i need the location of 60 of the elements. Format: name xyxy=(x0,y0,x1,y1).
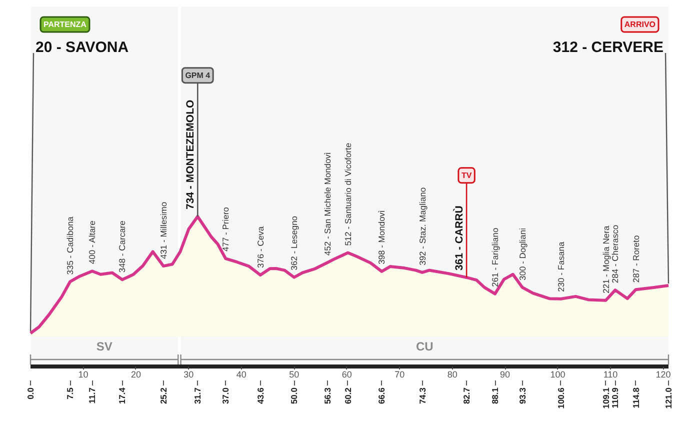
x2-tick-label: 100 xyxy=(550,370,566,380)
data-label: 362 - Lesegno xyxy=(289,216,300,270)
x-tick-label: 121.0 xyxy=(664,387,674,409)
x2-tick-label: 40 xyxy=(236,370,246,380)
data-label: 284 - Cherasco xyxy=(610,224,620,284)
x-tick-label: 37.0 xyxy=(220,387,231,404)
data-label: 287 - Roreto xyxy=(630,235,641,283)
data-label: 398 - Mondovì xyxy=(376,210,387,264)
data-label: 300 - Dogliani xyxy=(517,228,528,280)
x-tick-label: 31.7 xyxy=(192,387,203,404)
x-tick-label: 66.6 xyxy=(376,387,387,404)
data-label: 261 - Farigliano xyxy=(490,227,500,287)
x-tick-label: 93.3 xyxy=(517,387,528,404)
x-tick-label: 114.8 xyxy=(630,387,641,408)
band-label: CU xyxy=(416,340,434,354)
data-label: 431 - Millesimo xyxy=(158,202,168,260)
x2-tick-label: 120 xyxy=(656,370,671,380)
x-tick-label: 82.7 xyxy=(462,387,472,404)
x2-tick-label: 60 xyxy=(342,370,352,380)
x2-tick-label: 30 xyxy=(184,370,194,380)
x-tick-label: 100.6 xyxy=(556,387,566,409)
data-label: 221 - Moglia Nera xyxy=(600,226,611,294)
x-tick-label: 50.0 xyxy=(289,387,300,404)
x2-tick-label: 50 xyxy=(289,370,300,380)
data-label: 312 - CERVERE xyxy=(552,39,664,56)
x2-tick-label: 70 xyxy=(394,370,405,380)
x2-tick-label: 110 xyxy=(603,370,618,380)
x-tick-label: 60.2 xyxy=(342,387,353,404)
data-label: 335 - Cadibona xyxy=(65,216,76,275)
x-tick-label: 74.3 xyxy=(417,387,428,404)
data-label: 230 - Fasana xyxy=(556,242,566,292)
x-tick-label: 7.5 xyxy=(65,387,76,400)
data-label: 376 - Ceva xyxy=(255,226,266,268)
x2-tick-label: 80 xyxy=(447,370,458,380)
text: ARRIVO xyxy=(624,20,656,29)
x-tick-label: 11.7 xyxy=(87,387,98,404)
data-label: 452 - San Michele Mondovì xyxy=(322,152,332,256)
x-tick-label: 56.3 xyxy=(322,387,332,404)
data-label: 20 - SAVONA xyxy=(36,39,129,56)
annotation: GPM 4 xyxy=(185,70,211,80)
x-tick-label: 110.9 xyxy=(610,387,620,408)
x2-tick-label: 10 xyxy=(78,370,88,380)
x-tick-label: 17.4 xyxy=(117,387,128,404)
data-label: 477 - Priero xyxy=(220,206,231,252)
annotation: TV xyxy=(461,170,472,180)
text: PARTENZA xyxy=(44,20,87,29)
x-tick-label: 43.6 xyxy=(255,387,266,404)
data-label: 392 - Staz. Magliano xyxy=(417,187,428,266)
data-label: 400 - Altare xyxy=(87,220,98,264)
x-tick-label: 88.1 xyxy=(490,387,500,404)
x-tick-label: 25.2 xyxy=(158,387,168,404)
data-label: 734 - MONTEZEMOLO xyxy=(184,100,197,210)
data-label: 512 - Santuario di Vicoforte xyxy=(342,142,353,246)
data-label: 361 - CARRÙ xyxy=(452,206,466,270)
x-tick-label: 0.0 xyxy=(26,387,36,400)
data-label: 348 - Carcare xyxy=(117,220,128,273)
band-label: SV xyxy=(96,340,112,354)
x2-tick-label: 90 xyxy=(500,370,510,380)
x2-tick-label: 20 xyxy=(130,370,141,380)
x-tick-label: 109.1 xyxy=(600,387,611,409)
